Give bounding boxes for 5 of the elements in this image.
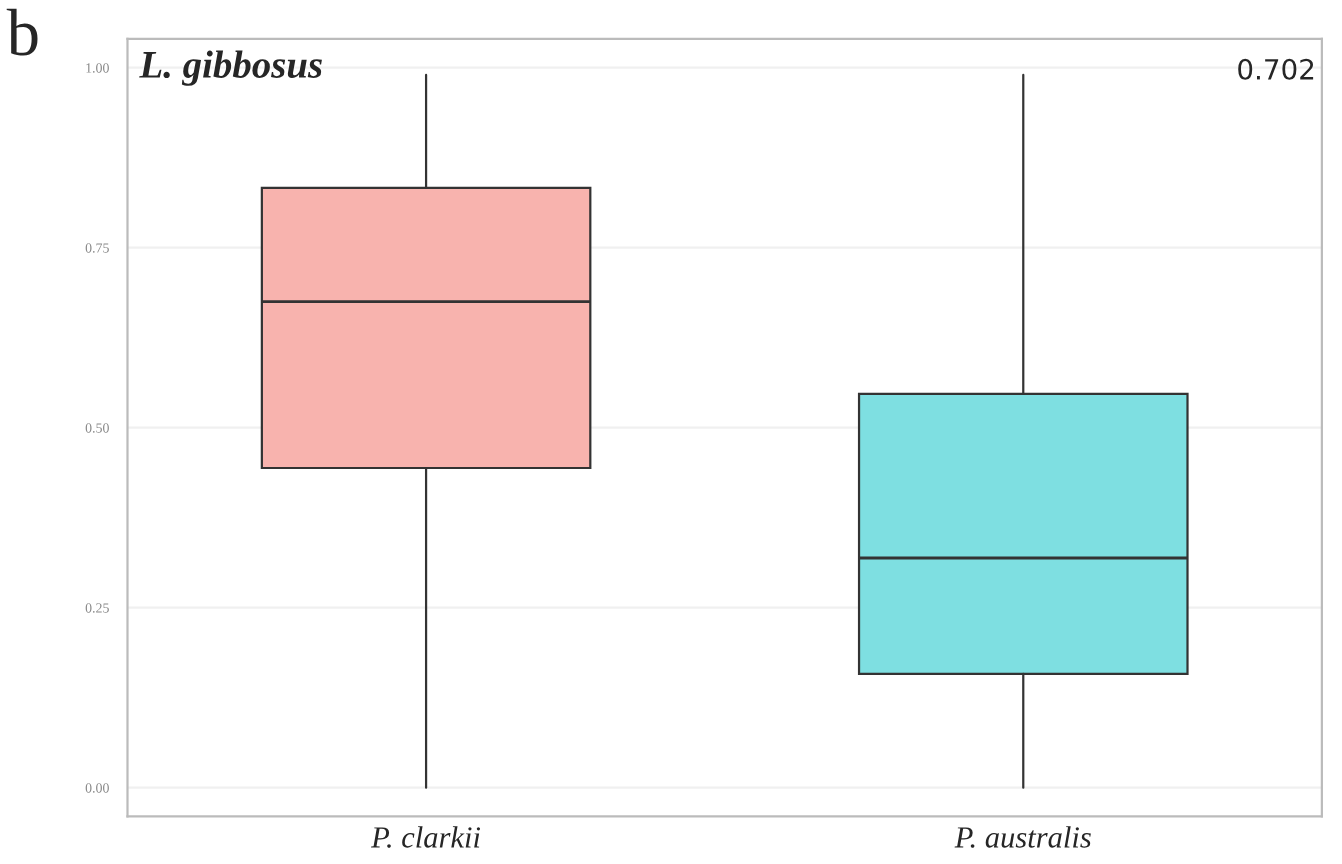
chart-title: L. gibbosus: [139, 50, 322, 86]
x-tick-label: P. clarkii: [371, 826, 481, 848]
x-tick-label: P. australis: [954, 826, 1091, 848]
text: b: [6, 8, 38, 56]
annotation: 0.702: [1238, 58, 1314, 80]
